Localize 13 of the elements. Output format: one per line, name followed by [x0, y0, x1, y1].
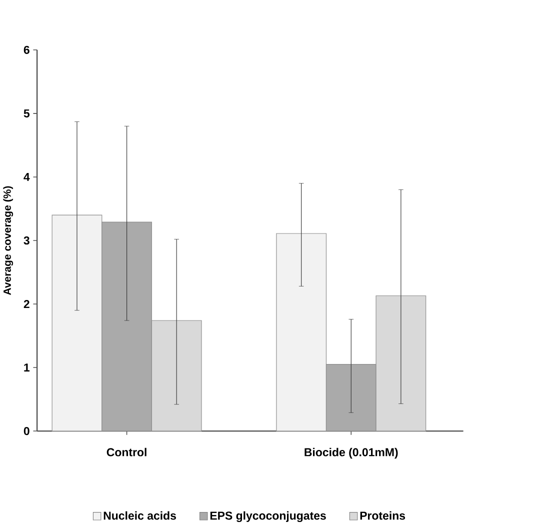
- y-tick-label: 6: [24, 46, 30, 54]
- y-tick-label: 0: [24, 427, 30, 436]
- legend-label: Proteins: [360, 511, 406, 520]
- y-tick-label: 4: [24, 173, 30, 181]
- y-tick-label: 5: [24, 110, 30, 118]
- y-tick-label: 2: [24, 300, 30, 308]
- legend-label: EPS glycoconjugates: [210, 511, 326, 522]
- y-axis-title: Average coverage (%): [3, 186, 14, 296]
- x-tick-label: Control: [106, 448, 146, 456]
- legend-label: Nucleic acids: [104, 511, 176, 520]
- x-tick-label: Biocide (0.01mM): [304, 448, 398, 459]
- y-tick-label: 3: [24, 236, 30, 245]
- y-tick-label: 1: [24, 364, 30, 372]
